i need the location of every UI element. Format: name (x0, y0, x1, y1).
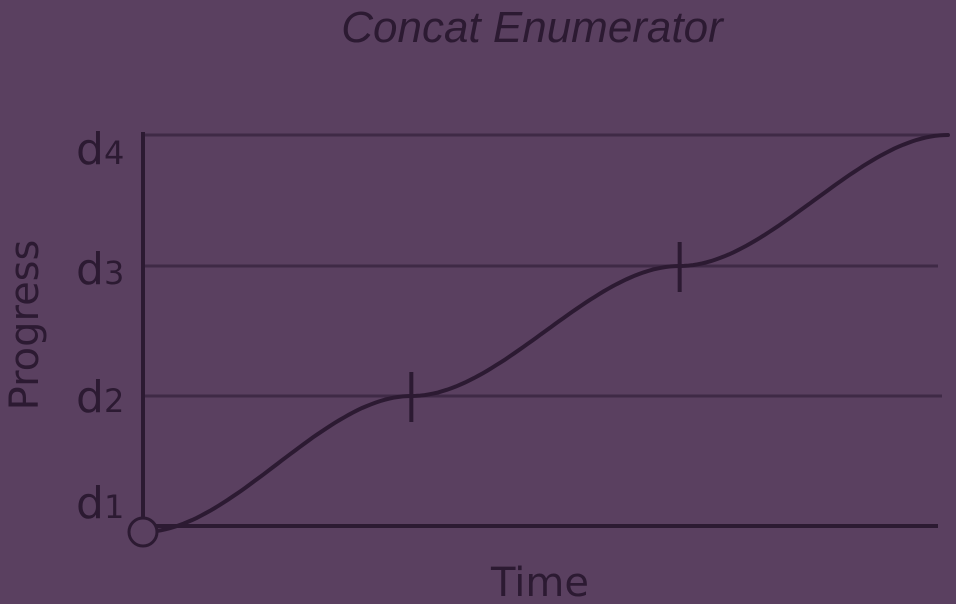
x-axis-label: Time (490, 560, 589, 604)
progress-curve (141, 133, 950, 534)
y-axis-label: Progress (2, 240, 48, 411)
origin-marker (127, 516, 159, 548)
y-tick-label-3: d3 (76, 244, 124, 295)
chart-title: Concat Enumerator (341, 3, 725, 52)
y-tick-label-1: d1 (76, 478, 124, 529)
y-tick-label-2: d2 (76, 372, 124, 423)
y-tick-label-4: d4 (76, 124, 124, 175)
